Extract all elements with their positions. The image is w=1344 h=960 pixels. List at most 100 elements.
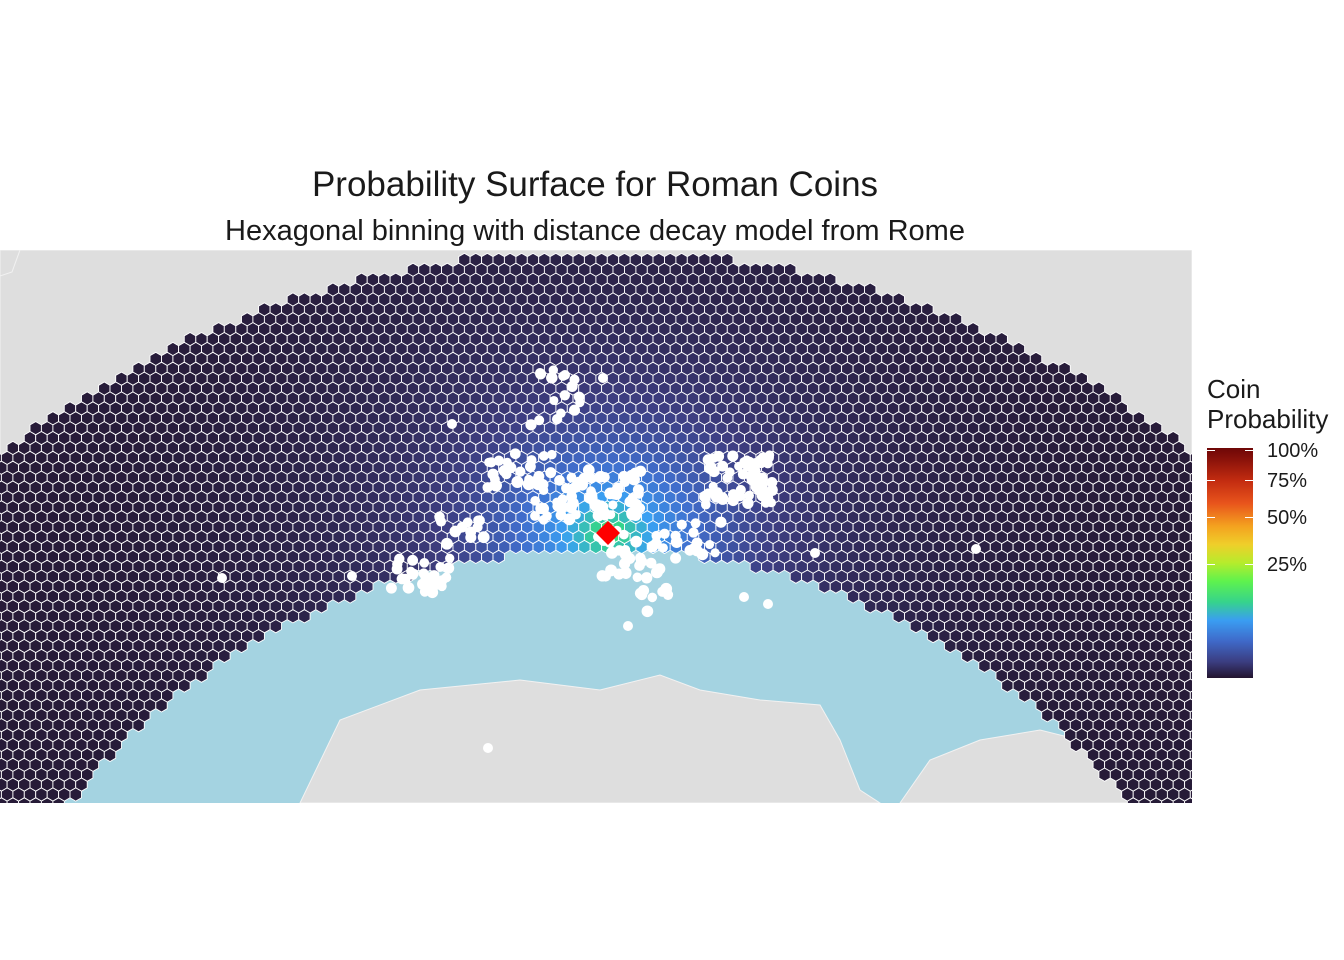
coin-find-point [651, 530, 662, 541]
coin-find-point [587, 492, 598, 504]
hex-cell [801, 569, 814, 584]
coin-find-point [426, 586, 439, 599]
hex-cell [235, 638, 248, 654]
coin-find-point [612, 482, 624, 494]
coin-find-point [594, 471, 607, 483]
hex-cell [543, 539, 557, 555]
coin-find-point [566, 380, 578, 393]
coin-find-point [756, 472, 768, 484]
coin-find-point [619, 529, 629, 540]
hex-cell [178, 678, 191, 693]
hex-cell [492, 549, 505, 565]
coin-find-point [756, 490, 769, 502]
hex-cell [1149, 797, 1163, 803]
coin-find-point [595, 500, 607, 513]
coin-find-point [534, 415, 545, 426]
coin-find-point [582, 464, 595, 476]
coin-find-point [703, 488, 714, 499]
hex-cell [509, 539, 523, 555]
coin-find-point [565, 483, 578, 496]
coin-find-points [217, 365, 981, 753]
coin-find-point [660, 582, 673, 595]
coin-find-point [533, 470, 545, 482]
coin-find-point [498, 465, 511, 477]
hex-cell [218, 648, 231, 664]
coin-find-point [441, 537, 453, 550]
coin-find-point [746, 474, 759, 486]
coin-find-point [598, 373, 608, 383]
coin-find-point [487, 468, 499, 480]
legend-title: Coin Probability [1207, 374, 1328, 434]
coin-find-point [704, 462, 717, 475]
coin-find-point [749, 465, 761, 477]
coin-find-point [641, 572, 653, 584]
hex-cell [469, 549, 483, 565]
coin-find-point [530, 495, 541, 506]
coin-find-point [646, 541, 659, 553]
coin-find-point [722, 473, 733, 483]
legend-tick-label: 50% [1267, 507, 1308, 529]
probability-map[interactable] [0, 250, 1192, 803]
coin-find-point [217, 573, 227, 583]
hex-cell [829, 579, 843, 594]
coin-find-point [486, 457, 497, 468]
coin-find-point [715, 516, 727, 528]
rome-marker[interactable] [596, 521, 620, 545]
chart-subtitle: Hexagonal binning with distance decay mo… [225, 215, 965, 247]
hex-cell [521, 539, 534, 555]
legend-tick-mark [1245, 450, 1253, 451]
coin-find-point [435, 516, 447, 527]
coin-find-point [525, 419, 537, 431]
hex-cell [315, 599, 328, 614]
hex-cell [481, 549, 494, 565]
coin-find-point [493, 455, 505, 466]
hex-cell [732, 549, 745, 565]
hex-cell [1184, 797, 1192, 803]
coin-find-point [690, 518, 701, 529]
coin-find-point [490, 479, 502, 492]
coin-find-point [620, 568, 632, 579]
coin-find-point [477, 531, 490, 544]
hex-cell [772, 559, 785, 574]
coin-find-point [628, 473, 640, 486]
hex-layer [0, 252, 1192, 803]
hex-cell [298, 609, 311, 624]
legend-title-line1: Coin [1207, 374, 1261, 404]
coin-find-point [735, 484, 746, 496]
coin-find-point [537, 479, 549, 491]
coin-find-point [545, 467, 557, 479]
coin-find-point [511, 476, 524, 488]
coin-find-point [422, 572, 433, 583]
coin-find-point [758, 452, 768, 462]
legend-tick-mark [1245, 517, 1253, 518]
coin-find-point [700, 499, 711, 510]
coin-find-point [756, 480, 768, 493]
coin-find-point [548, 365, 558, 375]
coin-find-point [417, 580, 427, 590]
coin-find-point [634, 560, 645, 571]
legend-colorbar [1207, 448, 1253, 678]
coin-find-point [559, 390, 570, 401]
coin-find-point [407, 554, 419, 566]
coin-find-point [449, 525, 462, 538]
coin-find-point [630, 535, 643, 548]
hex-cell [29, 797, 42, 803]
hex-cell [69, 787, 82, 802]
coin-find-point [447, 419, 457, 429]
hex-cell [155, 698, 168, 713]
chart-title: Probability Surface for Roman Coins [311, 165, 879, 204]
hex-cell [18, 797, 31, 803]
coin-find-point [483, 743, 493, 753]
coin-find-point [717, 460, 729, 472]
hex-cell [1069, 737, 1083, 753]
hex-cell [332, 589, 345, 604]
hex-cell [1098, 767, 1111, 782]
hex-cell [1018, 688, 1031, 703]
coin-find-point [634, 489, 644, 499]
hex-cell [961, 648, 974, 664]
legend-tick-mark [1207, 480, 1215, 481]
coin-find-point [509, 448, 521, 460]
hex-cell [40, 797, 54, 803]
hex-cell [1126, 797, 1140, 803]
coin-find-point [546, 372, 558, 384]
